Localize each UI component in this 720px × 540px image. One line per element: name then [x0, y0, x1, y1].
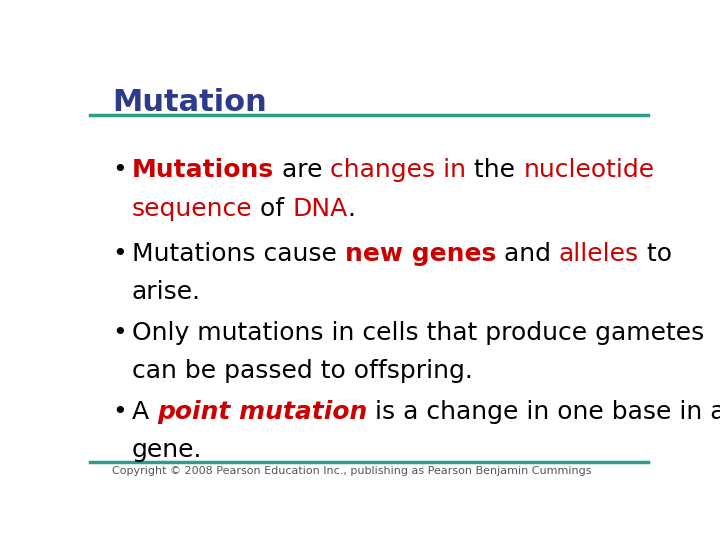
Text: •: • — [112, 241, 127, 266]
Text: A: A — [132, 400, 157, 423]
Text: DNA: DNA — [292, 197, 348, 221]
Text: the: the — [467, 158, 523, 183]
Text: alleles: alleles — [559, 241, 639, 266]
Text: Mutations cause: Mutations cause — [132, 241, 345, 266]
Text: •: • — [112, 158, 127, 183]
Text: Copyright © 2008 Pearson Education Inc., publishing as Pearson Benjamin Cummings: Copyright © 2008 Pearson Education Inc.,… — [112, 465, 592, 476]
Text: •: • — [112, 321, 127, 345]
Text: Only mutations in cells that produce gametes: Only mutations in cells that produce gam… — [132, 321, 704, 345]
Text: of: of — [253, 197, 292, 221]
Text: new genes: new genes — [345, 241, 496, 266]
Text: to: to — [639, 241, 672, 266]
Text: and: and — [496, 241, 559, 266]
Text: •: • — [112, 400, 127, 423]
Text: Mutation: Mutation — [112, 87, 267, 117]
Text: point mutation: point mutation — [157, 400, 367, 423]
Text: gene.: gene. — [132, 438, 202, 462]
Text: changes in: changes in — [330, 158, 467, 183]
Text: is a change in one base in a: is a change in one base in a — [367, 400, 720, 423]
Text: nucleotide: nucleotide — [523, 158, 654, 183]
Text: sequence: sequence — [132, 197, 253, 221]
Text: Mutations: Mutations — [132, 158, 274, 183]
Text: arise.: arise. — [132, 280, 201, 304]
Text: can be passed to offspring.: can be passed to offspring. — [132, 359, 473, 383]
Text: .: . — [348, 197, 356, 221]
Text: are: are — [274, 158, 330, 183]
